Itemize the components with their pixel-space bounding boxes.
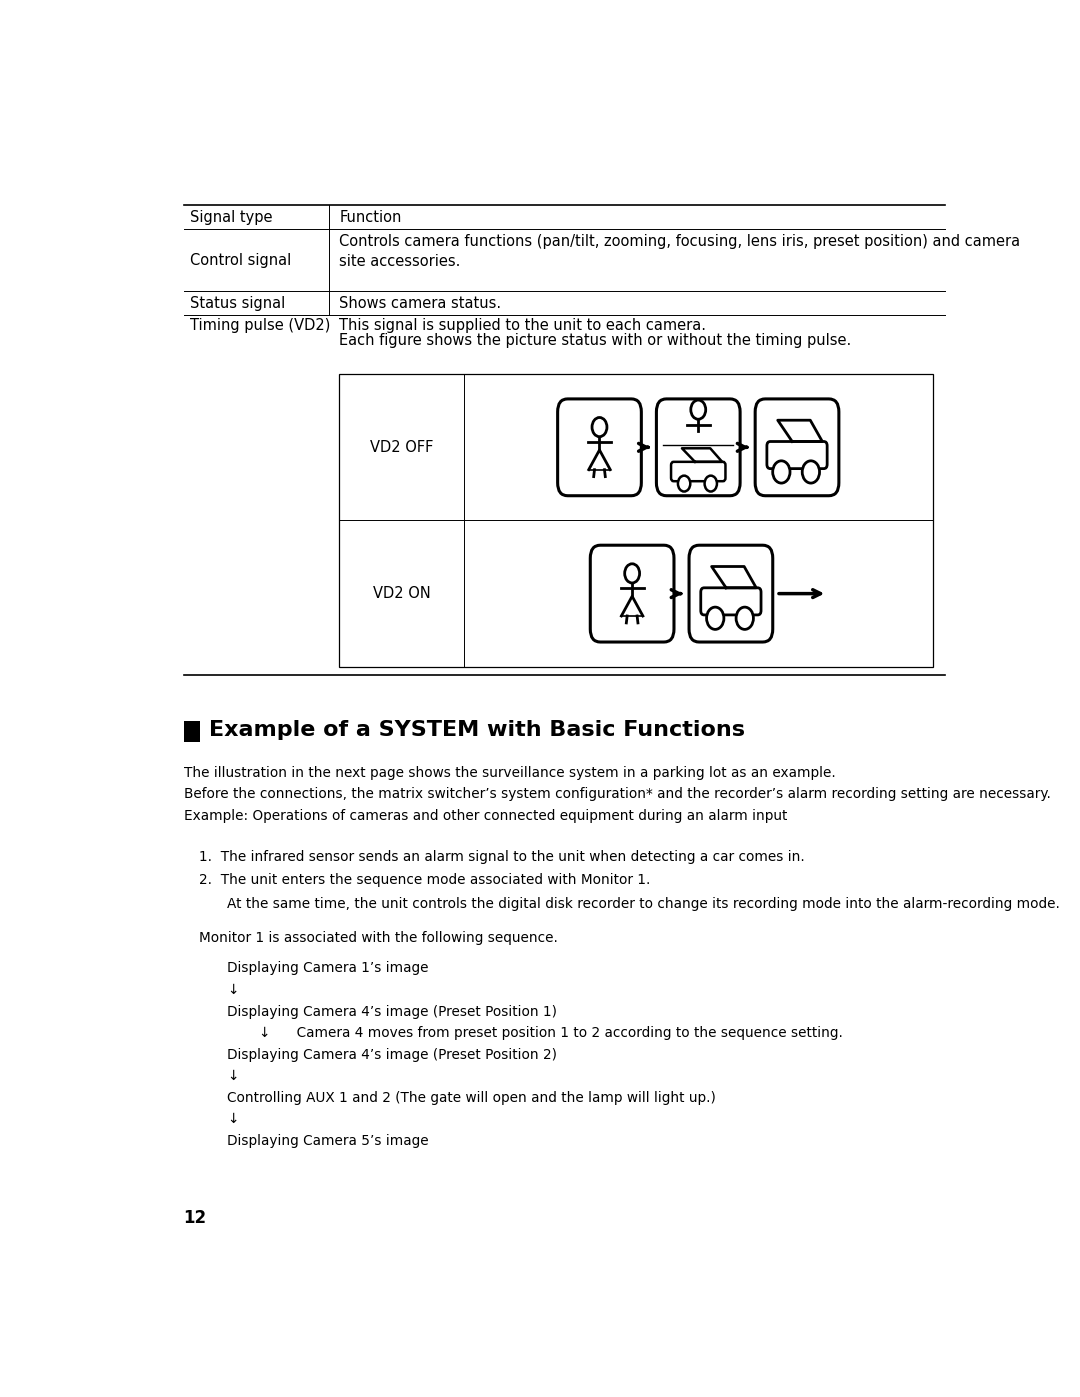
Circle shape: [678, 475, 690, 492]
FancyBboxPatch shape: [755, 400, 839, 496]
Text: Displaying Camera 4’s image (Preset Position 2): Displaying Camera 4’s image (Preset Posi…: [227, 1048, 557, 1062]
Text: Displaying Camera 5’s image: Displaying Camera 5’s image: [227, 1133, 429, 1147]
FancyBboxPatch shape: [671, 462, 726, 481]
Text: Example: Operations of cameras and other connected equipment during an alarm inp: Example: Operations of cameras and other…: [184, 809, 787, 823]
Polygon shape: [681, 448, 723, 462]
Circle shape: [737, 608, 754, 630]
Text: Example of a SYSTEM with Basic Functions: Example of a SYSTEM with Basic Functions: [208, 721, 744, 740]
Text: 2.  The unit enters the sequence mode associated with Monitor 1.: 2. The unit enters the sequence mode ass…: [199, 873, 650, 887]
Text: site accessories.: site accessories.: [339, 254, 460, 268]
Polygon shape: [778, 420, 822, 441]
Text: Status signal: Status signal: [190, 296, 285, 310]
FancyBboxPatch shape: [767, 441, 827, 468]
Circle shape: [706, 608, 724, 630]
Text: ↓: ↓: [227, 1069, 239, 1083]
Text: VD2 ON: VD2 ON: [373, 587, 431, 601]
Bar: [184, 721, 200, 742]
FancyBboxPatch shape: [657, 400, 740, 496]
Text: Controls camera functions (pan/tilt, zooming, focusing, lens iris, preset positi: Controls camera functions (pan/tilt, zoo…: [339, 235, 1021, 249]
Text: The illustration in the next page shows the surveillance system in a parking lot: The illustration in the next page shows …: [184, 766, 835, 780]
Bar: [339, 374, 933, 666]
Text: 12: 12: [184, 1210, 206, 1227]
Text: Displaying Camera 4’s image (Preset Position 1): Displaying Camera 4’s image (Preset Posi…: [227, 1004, 557, 1018]
Text: Before the connections, the matrix switcher’s system configuration* and the reco: Before the connections, the matrix switc…: [184, 788, 1051, 802]
FancyBboxPatch shape: [689, 545, 773, 643]
Text: Controlling AUX 1 and 2 (The gate will open and the lamp will light up.): Controlling AUX 1 and 2 (The gate will o…: [227, 1091, 716, 1105]
Text: ↓: ↓: [227, 1112, 239, 1126]
Text: This signal is supplied to the unit to each camera.: This signal is supplied to the unit to e…: [339, 319, 706, 334]
Text: At the same time, the unit controls the digital disk recorder to change its reco: At the same time, the unit controls the …: [227, 897, 1059, 911]
Polygon shape: [712, 567, 756, 588]
Text: Timing pulse (VD2): Timing pulse (VD2): [190, 319, 330, 334]
FancyBboxPatch shape: [701, 588, 761, 615]
Text: Control signal: Control signal: [190, 253, 292, 268]
Circle shape: [772, 461, 789, 483]
FancyBboxPatch shape: [557, 400, 642, 496]
Text: ↓      Camera 4 moves from preset position 1 to 2 according to the sequence sett: ↓ Camera 4 moves from preset position 1 …: [259, 1025, 842, 1039]
Circle shape: [704, 475, 717, 492]
FancyBboxPatch shape: [591, 545, 674, 643]
Text: Displaying Camera 1’s image: Displaying Camera 1’s image: [227, 961, 429, 975]
Circle shape: [802, 461, 820, 483]
Text: Monitor 1 is associated with the following sequence.: Monitor 1 is associated with the followi…: [199, 932, 557, 946]
Text: 1.  The infrared sensor sends an alarm signal to the unit when detecting a car c: 1. The infrared sensor sends an alarm si…: [199, 849, 805, 863]
Text: ↓: ↓: [227, 983, 239, 997]
Text: Function: Function: [339, 210, 402, 225]
Text: Shows camera status.: Shows camera status.: [339, 296, 501, 310]
Text: VD2 OFF: VD2 OFF: [369, 440, 433, 455]
Text: Signal type: Signal type: [190, 210, 273, 225]
Text: Each figure shows the picture status with or without the timing pulse.: Each figure shows the picture status wit…: [339, 334, 851, 348]
